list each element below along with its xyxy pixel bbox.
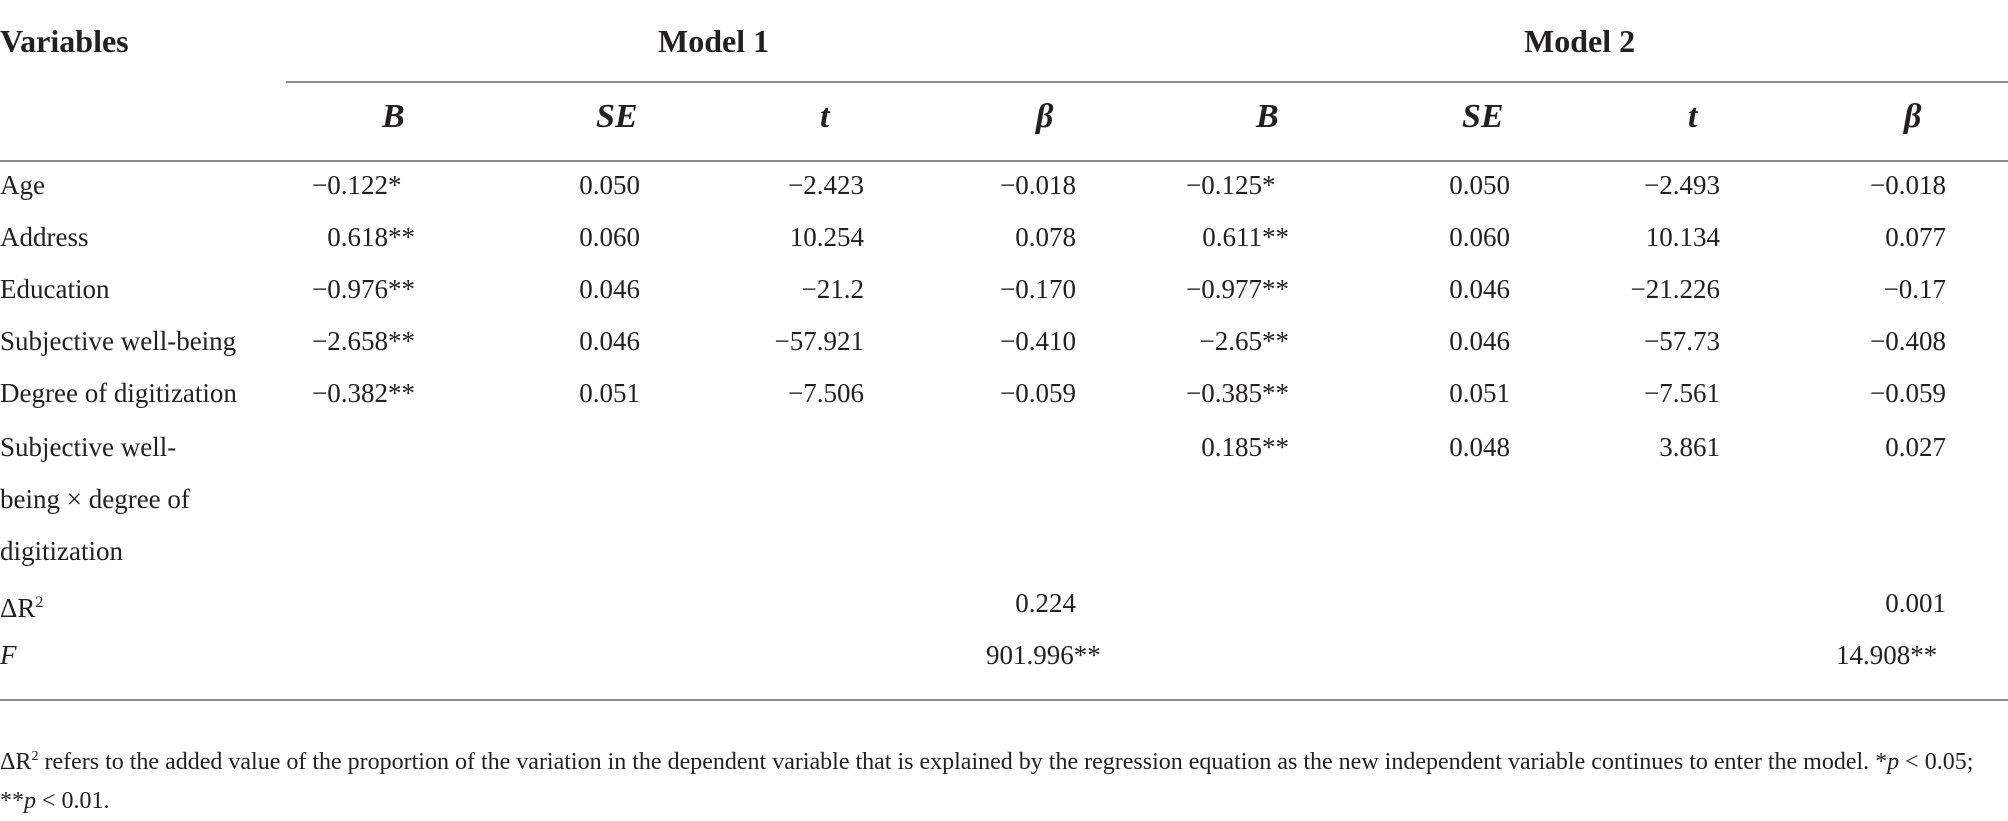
table-cell: −0.059 [1000, 378, 1076, 408]
delta-r2-label: ΔR2 [0, 593, 44, 623]
table-cell: −0.122 * [312, 170, 402, 200]
table-cell: 0.078 [1015, 222, 1076, 252]
table-cell: −0.059 [1870, 378, 1946, 408]
m1-t-header: t [820, 98, 830, 135]
table-cell: 0.051 [1449, 378, 1510, 408]
table-cell: −0.170 [1000, 274, 1076, 304]
model-header-rule [286, 81, 2008, 83]
table-cell: −0.977 ** [1186, 274, 1289, 304]
m1-b-header: B [382, 98, 405, 135]
table-cell: −7.506 [788, 378, 864, 408]
table-cell: 0.046 [1449, 274, 1510, 304]
m2-beta-header: β [1904, 98, 1922, 135]
table-cell: 0.050 [579, 170, 640, 200]
m1-se-header: SE [596, 98, 638, 135]
table-cell: −0.410 [1000, 326, 1076, 356]
table-cell: −0.408 [1870, 326, 1946, 356]
table-cell: −21.226 [1630, 274, 1720, 304]
table-cell: 0.618 ** [327, 222, 415, 252]
row-label-line2: being × degree of [0, 484, 190, 514]
table-cell: 0.048 [1449, 432, 1510, 462]
m2-se-header: SE [1462, 98, 1504, 135]
delta-r2-m2: 0.001 [1885, 588, 1946, 618]
table-cell: −57.921 [774, 326, 864, 356]
table-cell: −21.2 [801, 274, 864, 304]
table-cell: −0.125 * [1186, 170, 1276, 200]
f-label: F [0, 640, 17, 670]
f-m2: 14.908** [1836, 640, 1938, 670]
table-cell: −0.018 [1870, 170, 1946, 200]
row-label: Subjective well-being [0, 326, 237, 356]
row-label-line3: digitization [0, 536, 123, 566]
variables-header: Variables [0, 23, 129, 59]
table-cell: −7.561 [1644, 378, 1720, 408]
table-cell: −57.73 [1644, 326, 1720, 356]
table-cell: −0.17 [1883, 274, 1946, 304]
row-label-line1: Subjective well- [0, 432, 177, 462]
table-cell: 0.027 [1885, 432, 1946, 462]
table-cell: 10.254 [789, 222, 864, 252]
m1-beta-header: β [1036, 98, 1054, 135]
model2-header: Model 2 [1524, 23, 1636, 59]
table-cell: 0.050 [1449, 170, 1510, 200]
table-cell: 0.611 ** [1202, 222, 1289, 252]
row-label: Age [0, 170, 45, 200]
table-cell: −2.658 ** [312, 326, 415, 356]
row-label: Education [0, 274, 110, 304]
table-cell: 10.134 [1645, 222, 1720, 252]
delta-r2-m1: 0.224 [1015, 588, 1076, 618]
model1-header: Model 1 [658, 23, 770, 59]
table-cell: 0.077 [1885, 222, 1946, 252]
table-cell: 0.046 [579, 274, 640, 304]
m2-t-header: t [1688, 98, 1698, 135]
table-cell: −0.385 ** [1186, 378, 1289, 408]
table-cell: −0.382 ** [312, 378, 415, 408]
f-m1: 901.996** [986, 640, 1101, 670]
header-bottom-rule [0, 160, 2008, 162]
table-footnote: ΔR2 refers to the added value of the pro… [0, 749, 1974, 814]
table-cell: 0.060 [1449, 222, 1510, 252]
table-cell: 3.861 [1659, 432, 1720, 462]
table-cell: 0.060 [579, 222, 640, 252]
table-cell: −2.65 ** [1199, 326, 1289, 356]
table-cell: 0.046 [1449, 326, 1510, 356]
row-label: Address [0, 222, 89, 252]
table-bottom-rule [0, 699, 2008, 701]
table-cell: 0.051 [579, 378, 640, 408]
table-cell: −2.423 [788, 170, 864, 200]
table-cell: −0.976 ** [312, 274, 415, 304]
table-cell: −0.018 [1000, 170, 1076, 200]
row-label: Degree of digitization [0, 378, 237, 408]
table-cell: 0.046 [579, 326, 640, 356]
table-cell: 0.185 ** [1201, 432, 1289, 462]
table-cell: −2.493 [1644, 170, 1720, 200]
m2-b-header: B [1256, 98, 1279, 135]
